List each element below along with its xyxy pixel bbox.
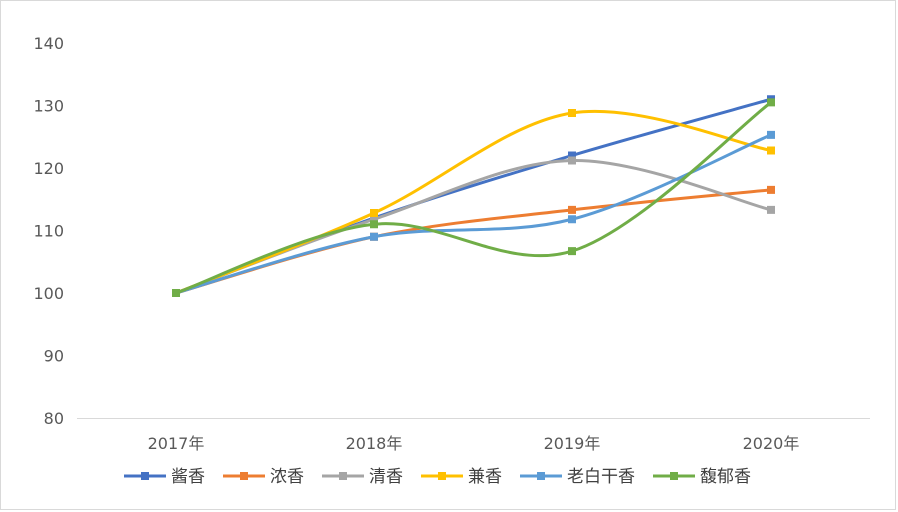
series-5 <box>172 98 775 297</box>
data-point-marker <box>370 215 378 224</box>
legend-label: 清香 <box>369 467 403 487</box>
data-point-marker <box>568 109 576 117</box>
legend: 酱香 浓香 清香 兼香 老白干香 馥郁香 <box>124 467 751 487</box>
x-tick-label: 2020年 <box>743 434 800 453</box>
y-tick-label: 130 <box>33 97 64 116</box>
data-point-marker <box>767 146 775 155</box>
legend-swatch-marker <box>537 472 545 480</box>
legend-item: 清香 <box>322 467 403 487</box>
legend-label: 浓香 <box>270 467 304 487</box>
legend-swatch-marker <box>141 472 149 480</box>
x-tick-label: 2019年 <box>544 434 601 453</box>
legend-label: 馥郁香 <box>700 467 751 487</box>
data-point-marker <box>767 98 775 107</box>
series-lines <box>172 95 775 297</box>
legend-swatch-marker <box>240 472 248 480</box>
series-3 <box>172 109 775 297</box>
legend-item: 浓香 <box>223 467 304 487</box>
data-point-marker <box>767 205 775 214</box>
y-tick-label: 110 <box>33 222 64 241</box>
y-tick-label: 120 <box>33 159 64 178</box>
y-tick-label: 100 <box>33 284 64 303</box>
series-line <box>174 133 773 295</box>
series-line <box>174 109 773 295</box>
legend-item: 酱香 <box>124 467 205 487</box>
legend-swatch-marker <box>670 472 678 480</box>
legend-label: 酱香 <box>171 467 205 487</box>
legend-item: 馥郁香 <box>653 467 751 487</box>
data-point-marker <box>767 185 775 194</box>
data-point-marker <box>767 130 775 139</box>
legend-label: 老白干香 <box>567 467 635 487</box>
y-tick-label: 140 <box>33 34 64 53</box>
legend-swatch-marker <box>438 472 446 480</box>
x-tick-label: 2017年 <box>148 434 205 453</box>
data-point-marker <box>568 247 576 256</box>
x-axis-tick-labels: 2017年 2018年 2019年 2020年 <box>148 434 800 453</box>
data-point-marker <box>568 156 576 165</box>
data-point-marker <box>370 220 378 229</box>
data-point-marker <box>370 209 378 217</box>
data-point-marker <box>568 205 576 214</box>
y-axis-tick-labels: 80 90 100 110 120 130 140 <box>33 34 64 428</box>
y-tick-label: 90 <box>44 347 64 366</box>
legend-label: 兼香 <box>468 467 502 487</box>
data-point-marker <box>370 232 378 241</box>
data-point-marker <box>568 151 576 160</box>
legend-item: 兼香 <box>421 467 502 487</box>
legend-swatch-marker <box>339 472 347 480</box>
data-point-marker <box>172 289 180 297</box>
y-tick-label: 80 <box>44 409 64 428</box>
x-tick-label: 2018年 <box>346 434 403 453</box>
series-line <box>174 100 773 295</box>
data-point-marker <box>568 215 576 224</box>
legend-item: 老白干香 <box>520 467 635 487</box>
